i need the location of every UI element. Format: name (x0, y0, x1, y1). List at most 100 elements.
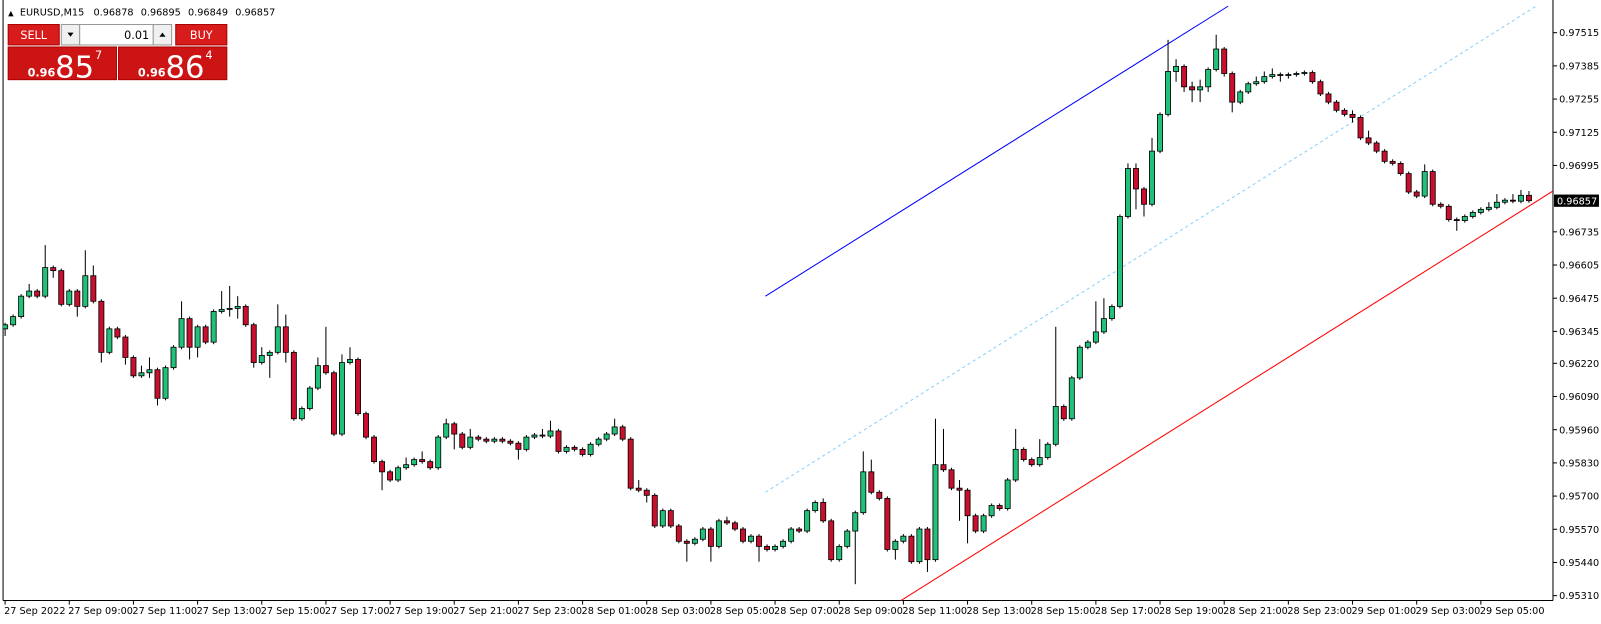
candle-body (298, 408, 305, 420)
candle-body (1317, 81, 1324, 95)
candle-body (707, 528, 714, 547)
candle-body (1477, 208, 1484, 213)
sell-button[interactable] (7, 24, 60, 46)
ask-prefix: 0.96 (138, 67, 166, 80)
axes: 0.975150.973850.972550.971250.969950.967… (4, 28, 1599, 617)
candle-body (507, 440, 514, 444)
trendline (900, 190, 1553, 601)
up-arrow (159, 32, 166, 37)
x-tick-label: 27 Sep 11:00 (132, 606, 197, 617)
candle-body (1365, 137, 1372, 144)
x-tick-label: 28 Sep 05:00 (710, 606, 775, 617)
candle-body (643, 489, 650, 496)
candle-body (178, 318, 185, 348)
candle-body (419, 459, 426, 463)
candle-body (74, 290, 81, 307)
ask-point: 4 (205, 49, 212, 62)
candle-body (571, 446, 578, 450)
candle-body (892, 540, 899, 550)
candle-body (651, 494, 658, 527)
sell-label[interactable]: SELL (20, 29, 47, 42)
candle-body (186, 318, 193, 348)
candle-body (1004, 479, 1011, 510)
y-tick-label: 0.96220 (1559, 359, 1599, 370)
candle-body (411, 459, 418, 466)
candle-body (956, 487, 963, 491)
candle-body (194, 326, 201, 348)
candle-body (876, 491, 883, 499)
x-tick-label: 27 Sep 23:00 (517, 606, 582, 617)
volume-value[interactable]: 0.01 (124, 29, 149, 42)
candle-body (1341, 109, 1348, 115)
candle-body (122, 336, 129, 358)
candle-body (1181, 65, 1188, 88)
candle-body (1044, 443, 1051, 458)
candle-body (499, 438, 506, 442)
candle-body (523, 436, 530, 450)
candle-body (403, 464, 410, 469)
down-arrow (67, 32, 74, 37)
y-tick-label: 0.97515 (1559, 28, 1599, 39)
header-close: 0.96857 (235, 7, 275, 18)
candle-body (1060, 406, 1067, 420)
candle-body (1165, 71, 1172, 115)
candle-body (603, 433, 610, 440)
candle-body (18, 295, 25, 318)
candle-body (1084, 341, 1091, 348)
candle-body (964, 489, 971, 517)
bid-box[interactable] (7, 46, 117, 81)
candle-body (26, 290, 33, 297)
buy-label[interactable]: BUY (190, 29, 213, 42)
candle-body (1173, 65, 1180, 72)
candle-body (948, 469, 955, 489)
x-tick-label: 27 Sep 2022 (4, 606, 65, 617)
x-tick-label: 29 Sep 05:00 (1480, 606, 1545, 617)
candle-body (772, 545, 779, 550)
candle-body (1141, 188, 1147, 205)
y-tick-label: 0.96995 (1559, 161, 1599, 172)
candle-body (788, 528, 795, 542)
x-tick-label: 28 Sep 15:00 (1031, 606, 1096, 617)
candle-body (114, 328, 121, 338)
candle-body (1269, 74, 1276, 78)
candle-body (210, 311, 217, 343)
candles (3, 34, 1532, 585)
candle-body (1277, 74, 1284, 76)
candle-body (940, 464, 947, 471)
candle-body (395, 467, 402, 481)
candle-body (274, 326, 281, 353)
candle-body (1092, 331, 1099, 343)
candle-body (836, 545, 843, 561)
candle-body (1469, 212, 1476, 217)
candle-body (290, 351, 297, 420)
candle-body (1052, 406, 1059, 445)
candle-body (202, 326, 209, 343)
chart-header: ▲ EURUSD,M15 0.96878 0.96895 0.96849 0.9… (8, 7, 275, 18)
candle-body (1133, 168, 1139, 190)
candle-body (306, 387, 313, 409)
candle-body (619, 426, 626, 440)
candle-body (234, 305, 241, 309)
candle-body (1301, 72, 1308, 74)
candle-body (756, 535, 762, 547)
candle-body (82, 275, 89, 307)
candle-body (1157, 113, 1163, 152)
candle-body (1413, 191, 1420, 197)
collapse-icon[interactable]: ▲ (8, 8, 14, 17)
x-tick-label: 27 Sep 13:00 (197, 606, 262, 617)
y-tick-label: 0.95440 (1559, 558, 1599, 569)
candle-body (1485, 206, 1492, 210)
candle-body (804, 510, 811, 532)
candle-body (868, 471, 875, 493)
candle-body (138, 372, 145, 377)
candle-body (860, 471, 867, 514)
candle-body (1028, 459, 1035, 466)
candle-body (451, 423, 458, 435)
candle-body (715, 520, 722, 547)
x-tick-label: 27 Sep 09:00 (68, 606, 133, 617)
ask-box[interactable] (118, 46, 228, 81)
candle-body (90, 275, 97, 302)
buy-button[interactable] (175, 24, 228, 46)
symbol: EURUSD,M15 (20, 7, 84, 18)
